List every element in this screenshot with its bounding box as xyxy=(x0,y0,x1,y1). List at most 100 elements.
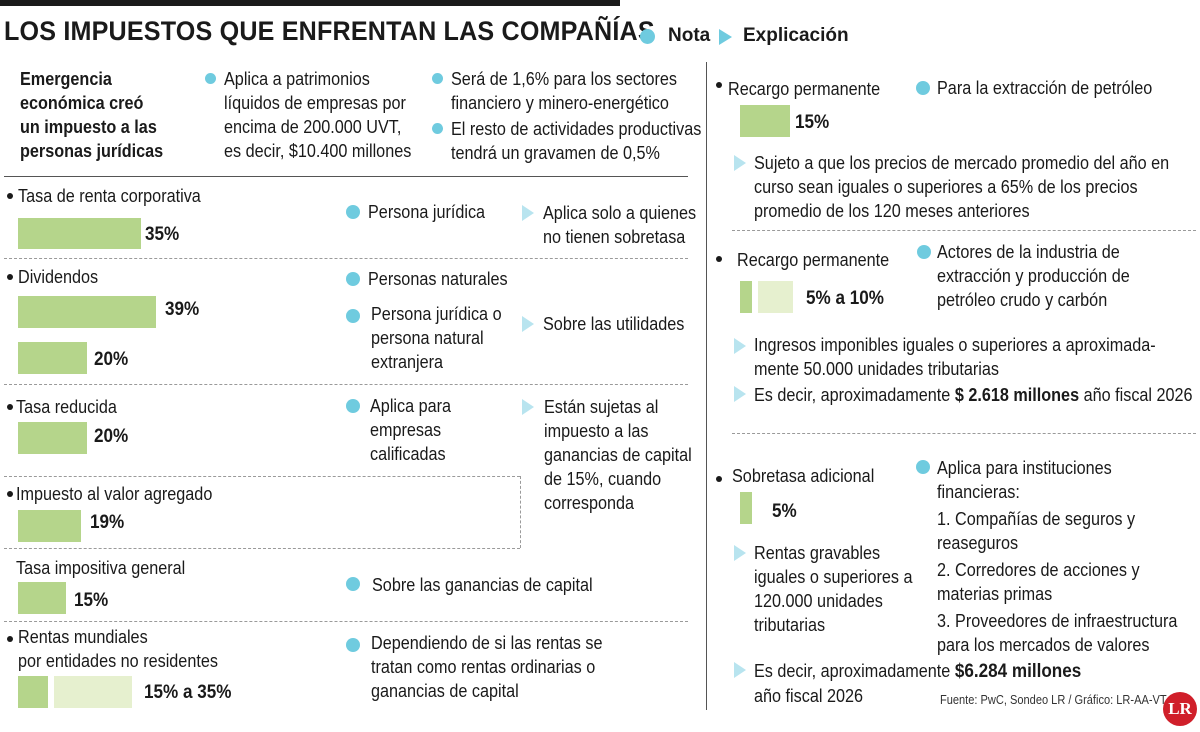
note-line: empresas xyxy=(370,420,442,440)
expl-amount: $6.284 millones xyxy=(954,661,1082,682)
reducida-pct: 20% xyxy=(94,426,129,447)
explanation-arrow-icon xyxy=(734,545,746,561)
mundiales-bar-range xyxy=(54,676,132,708)
note-dot-icon xyxy=(346,205,360,219)
iva-label: Impuesto al valor agregado xyxy=(16,484,213,504)
intro-line: encima de 200.000 UVT, xyxy=(224,117,402,137)
expl-line: Aplica solo a quienes xyxy=(543,203,697,223)
bullet-icon xyxy=(7,636,13,642)
mundiales-bar-min xyxy=(18,676,48,708)
column-divider xyxy=(706,62,707,710)
lr-logo: LR xyxy=(1163,692,1197,726)
reducida-expl: Están sujetas al impuesto a las ganancia… xyxy=(544,395,708,515)
sobretasa-expl-2: Es decir, aproximadamente $6.284 millone… xyxy=(754,659,1118,708)
dividendos-note-2: Persona jurídica o persona natural extra… xyxy=(371,302,516,374)
intro-line: Será de 1,6% para los sectores xyxy=(451,69,678,89)
expl-line: año fiscal 2026 xyxy=(754,686,863,706)
row-divider xyxy=(4,476,520,477)
recargo1-note: Para la extracción de petróleo xyxy=(937,78,1153,98)
dividendos-pct-2: 20% xyxy=(94,349,129,370)
expl-line: Sujeto a que los precios de mercado prom… xyxy=(754,153,1170,173)
iva-bar xyxy=(18,510,81,542)
dividendos-expl: Sobre las utilidades xyxy=(543,314,685,334)
renta-bar xyxy=(18,218,141,249)
note-dot-icon xyxy=(916,460,930,474)
expl-line: Rentas gravables xyxy=(754,543,881,563)
expl-text: Es decir, aproximadamente xyxy=(754,661,955,681)
intro-line: El resto de actividades productivas xyxy=(451,119,702,139)
expl-line: de 15%, cuando xyxy=(544,469,662,489)
explanation-arrow-icon xyxy=(522,399,534,415)
sobretasa-bar xyxy=(740,492,752,524)
note-line: 2. Corredores de acciones y xyxy=(937,560,1140,580)
note-line: Persona jurídica o xyxy=(371,304,502,324)
intro-heading-line: económica creó xyxy=(20,93,144,113)
general-label: Tasa impositiva general xyxy=(16,558,186,578)
expl-line: corresponda xyxy=(544,493,635,513)
explanation-arrow-icon xyxy=(734,662,746,678)
general-bar xyxy=(18,582,66,614)
source-credit: Fuente: PwC, Sondeo LR / Gráfico: LR-AA-… xyxy=(940,692,1167,707)
note-dot-icon xyxy=(346,577,360,591)
renta-label: Tasa de renta corporativa xyxy=(18,186,201,206)
note-line: Aplica para instituciones xyxy=(937,458,1112,478)
dividendos-bar-1 xyxy=(18,296,156,328)
note-dot-icon xyxy=(205,73,216,84)
sobretasa-pct: 5% xyxy=(772,501,797,522)
note-dot-icon xyxy=(916,81,930,95)
intro-col2a: Será de 1,6% para los sectores financier… xyxy=(451,67,702,115)
note-line: extracción y producción de xyxy=(937,266,1130,286)
note-line: Actores de la industria de xyxy=(937,242,1120,262)
intro-line: financiero y minero-energético xyxy=(451,93,669,113)
explanation-arrow-icon xyxy=(734,155,746,171)
expl-line: promedio de los 120 meses anteriores xyxy=(754,201,1030,221)
recargo2-note: Actores de la industria de extracción y … xyxy=(937,240,1151,312)
note-line: financieras: xyxy=(937,482,1020,502)
note-line: extranjera xyxy=(371,352,444,372)
mundiales-label: Rentas mundiales por entidades no reside… xyxy=(18,625,240,673)
recargo1-pct: 15% xyxy=(795,112,830,133)
bullet-icon xyxy=(7,193,13,199)
note-line: persona natural xyxy=(371,328,484,348)
note-line: calificadas xyxy=(370,444,446,464)
note-dot-icon xyxy=(346,272,360,286)
dividendos-note-1: Personas naturales xyxy=(368,269,508,289)
intro-col1: Aplica a patrimonios líquidos de empresa… xyxy=(224,67,432,163)
sobretasa-label: Sobretasa adicional xyxy=(732,466,875,486)
intro-heading-line: Emergencia xyxy=(20,69,112,89)
explanation-arrow-icon xyxy=(522,316,534,332)
note-line: ganancias de capital xyxy=(371,681,519,701)
note-dot-icon xyxy=(917,245,931,259)
recargo2-expl-2: Es decir, aproximadamente $ 2.618 millon… xyxy=(754,383,1193,407)
expl-line: Están sujetas al xyxy=(544,397,659,417)
bullet-icon xyxy=(716,82,722,88)
intro-heading: Emergencia económica creó un impuesto a … xyxy=(20,67,179,163)
bullet-icon xyxy=(716,256,722,262)
note-line: reaseguros xyxy=(937,533,1019,553)
bullet-icon xyxy=(7,274,13,280)
sobretasa-note: Aplica para instituciones financieras: 1… xyxy=(937,456,1200,657)
mundiales-note: Dependiendo de si las rentas se tratan c… xyxy=(371,631,628,703)
dividendos-pct-1: 39% xyxy=(165,299,200,320)
row-divider-vertical xyxy=(520,476,521,548)
expl-line: curso sean iguales o superiores a 65% de… xyxy=(754,177,1138,197)
row-divider xyxy=(732,230,1196,231)
intro-col2b: El resto de actividades productivas tend… xyxy=(451,117,729,165)
general-note: Sobre las ganancias de capital xyxy=(372,575,593,595)
row-divider xyxy=(4,384,688,385)
reducida-bar xyxy=(18,422,87,454)
expl-line: ganancias de capital xyxy=(544,445,692,465)
iva-pct: 19% xyxy=(90,512,125,533)
row-divider xyxy=(4,258,688,259)
expl-line: impuesto a las xyxy=(544,421,649,441)
note-line: para los mercados de valores xyxy=(937,635,1150,655)
explicacion-arrow-icon xyxy=(719,29,732,45)
expl-line: 120.000 unidades xyxy=(754,591,883,611)
recargo1-label: Recargo permanente xyxy=(728,79,881,99)
expl-line: no tienen sobretasa xyxy=(543,227,686,247)
mundiales-pct: 15% a 35% xyxy=(144,682,232,703)
row-divider xyxy=(4,548,520,549)
recargo2-expl-1: Ingresos imponibles iguales o superiores… xyxy=(754,333,1200,381)
note-dot-icon xyxy=(346,638,360,652)
intro-heading-line: un impuesto a las xyxy=(20,117,157,137)
